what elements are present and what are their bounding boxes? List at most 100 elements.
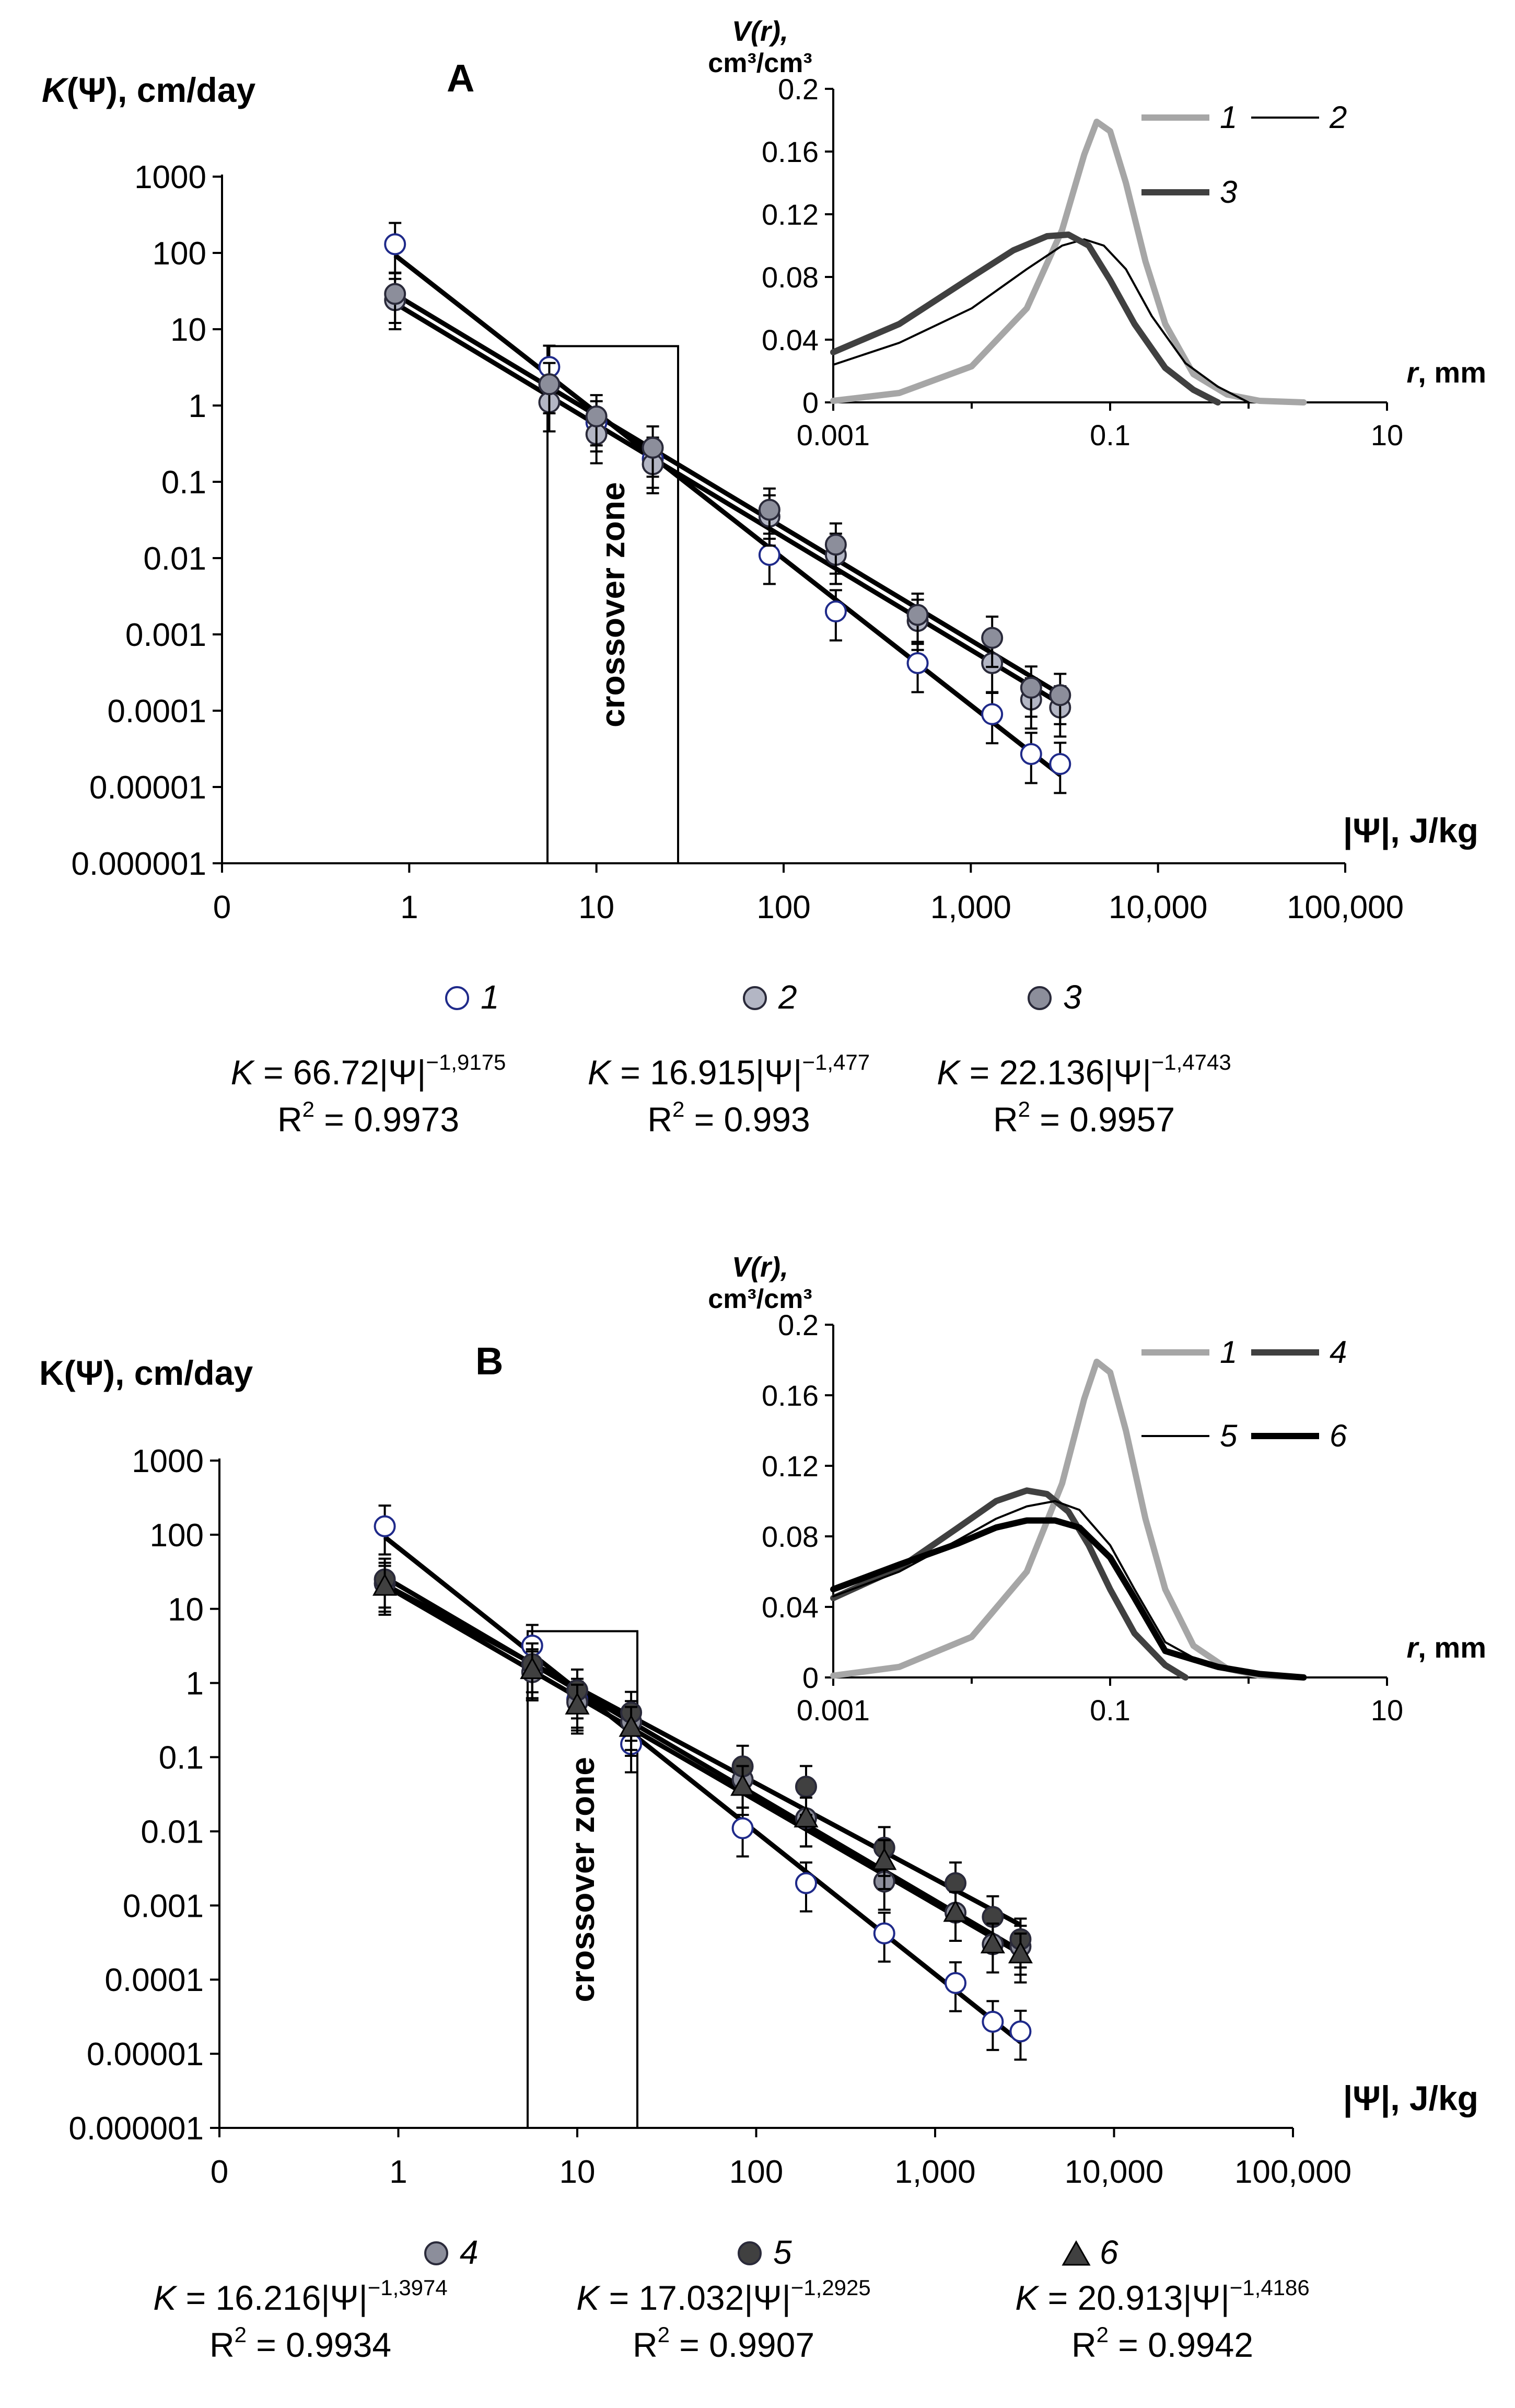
crossover-zone-box [527, 1630, 638, 2129]
inset-y-label-line2: cm³/cm³ [708, 1284, 812, 1314]
inset-curve-2 [832, 238, 1250, 403]
r-squared-value: = 0.9907 [670, 2325, 814, 2364]
fit-equation: K = 22.136|Ψ|−1,4743 [937, 1050, 1231, 1092]
y-axis-label-italic: K [42, 71, 69, 109]
crossover-zone-label: crossover zone [594, 482, 632, 727]
legend-marker [738, 2241, 762, 2265]
legend-label: 1 [481, 978, 499, 1016]
r-squared-sup: 2 [302, 1097, 314, 1121]
crossover-zone-box [546, 345, 679, 864]
equation-k: K [588, 1053, 612, 1092]
inset-y-tick-label: 0 [802, 386, 819, 419]
data-point [945, 1972, 967, 1994]
data-point [824, 534, 847, 556]
x-tick-label: 0 [211, 2154, 228, 2190]
equation-body: = 16.216|Ψ| [176, 2278, 368, 2317]
inset-y-tick-label: 0.08 [762, 261, 819, 294]
data-point [758, 543, 780, 566]
y-axis-label: K(Ψ), cm/day [39, 1353, 253, 1392]
y-tick-label: 1000 [132, 1443, 204, 1479]
inset-legend-label: 1 [1220, 100, 1237, 135]
equation-exponent: −1,3974 [368, 2275, 448, 2300]
r-squared-label: R [647, 1100, 672, 1139]
fit-equation: K = 66.72|Ψ|−1,9175 [231, 1050, 506, 1092]
data-point [1020, 677, 1042, 699]
series-1 [374, 1504, 1032, 2061]
legend-label: 4 [460, 2233, 479, 2271]
inset-x-label-text: , mm [1418, 356, 1486, 389]
equation-exponent: −1,9175 [426, 1050, 506, 1074]
y-tick-label: 1 [189, 388, 206, 424]
y-tick-label: 0.01 [143, 541, 206, 577]
series-6 [372, 1565, 1033, 1984]
equation-body: = 20.913|Ψ| [1038, 2278, 1230, 2317]
data-point [1020, 743, 1042, 766]
y-tick-label: 0.1 [159, 1740, 204, 1776]
inset-y-tick-label: 0.2 [778, 73, 819, 106]
x-tick-label: 1 [389, 2154, 407, 2190]
data-point [873, 1922, 895, 1944]
y-tick-label: 0.00001 [89, 770, 206, 806]
x-tick-label: 100 [729, 2154, 783, 2190]
data-point [730, 1773, 755, 1796]
fit-line-series-2 [393, 301, 1062, 706]
inset-y-tick-label: 0.2 [778, 1309, 819, 1341]
series-1 [384, 222, 1071, 794]
x-tick-label: 100 [756, 889, 810, 925]
x-axis-label: |Ψ|, J/kg [1343, 2079, 1478, 2118]
data-point [906, 652, 929, 675]
r-squared-label: R [209, 2325, 235, 2364]
equation-body: = 22.136|Ψ| [960, 1053, 1151, 1092]
crossover-zone-label: crossover zone [564, 1757, 601, 2002]
series-3 [384, 271, 1071, 725]
data-point [642, 436, 664, 459]
inset-x-label: r, mm [1407, 356, 1487, 389]
data-point [943, 1899, 968, 1922]
inset-x-label-italic: r [1407, 1631, 1420, 1664]
y-tick-label: 0.00001 [87, 2036, 204, 2073]
data-point [520, 1657, 545, 1680]
data-point [981, 627, 1004, 649]
x-tick-label: 1 [400, 889, 418, 925]
x-tick-label: 0 [213, 889, 231, 925]
r-squared-value: = 0.9934 [247, 2325, 391, 2364]
data-point [372, 1573, 398, 1596]
data-point [872, 1847, 897, 1870]
data-point [374, 1515, 396, 1537]
r-squared: R2 = 0.9957 [993, 1097, 1175, 1139]
inset-y-tick-label: 0.08 [762, 1520, 819, 1553]
inset-curve-1 [830, 119, 1307, 406]
data-point [1009, 2020, 1032, 2043]
legend-marker [1028, 986, 1052, 1010]
equation-exponent: −1,477 [802, 1050, 870, 1074]
inset-y-tick-label: 0.04 [762, 1591, 819, 1624]
inset-y-tick-label: 0 [802, 1661, 819, 1694]
r-squared-label: R [1071, 2325, 1097, 2364]
y-axis-label: K(Ψ), cm/day [42, 71, 255, 109]
r-squared-sup: 2 [672, 1097, 684, 1121]
legend-marker [424, 2241, 448, 2265]
fit-line-series-1 [393, 253, 1062, 777]
data-point [1008, 1941, 1033, 1964]
inset-curve-1 [830, 1358, 1307, 1681]
r-squared-label: R [993, 1100, 1018, 1139]
fit-line-series-3 [393, 292, 1062, 696]
y-tick-label: 1 [186, 1666, 204, 1702]
chart-panel-b: 0.0000010.000010.00010.0010.010.11101001… [39, 1252, 1486, 2364]
fit-equation: K = 17.032|Ψ|−1,2925 [576, 2275, 871, 2317]
legend-label: 3 [1063, 978, 1082, 1016]
data-point [906, 604, 929, 626]
fit-lines [383, 1535, 1022, 2044]
legend: 1 2 3 [445, 978, 1082, 1016]
legend-label: 5 [773, 2233, 792, 2271]
legend-marker [445, 986, 469, 1010]
inset-y-label-line1: V(r), [732, 1252, 788, 1283]
y-tick-label: 0.000001 [68, 2111, 204, 2147]
data-point [982, 2010, 1004, 2033]
r-squared: R2 = 0.9942 [1071, 2322, 1253, 2364]
x-tick-label: 1,000 [930, 889, 1011, 925]
data-point [824, 600, 847, 623]
y-tick-label: 0.1 [161, 465, 206, 501]
y-tick-label: 0.01 [141, 1814, 204, 1850]
y-tick-label: 1000 [134, 159, 206, 195]
